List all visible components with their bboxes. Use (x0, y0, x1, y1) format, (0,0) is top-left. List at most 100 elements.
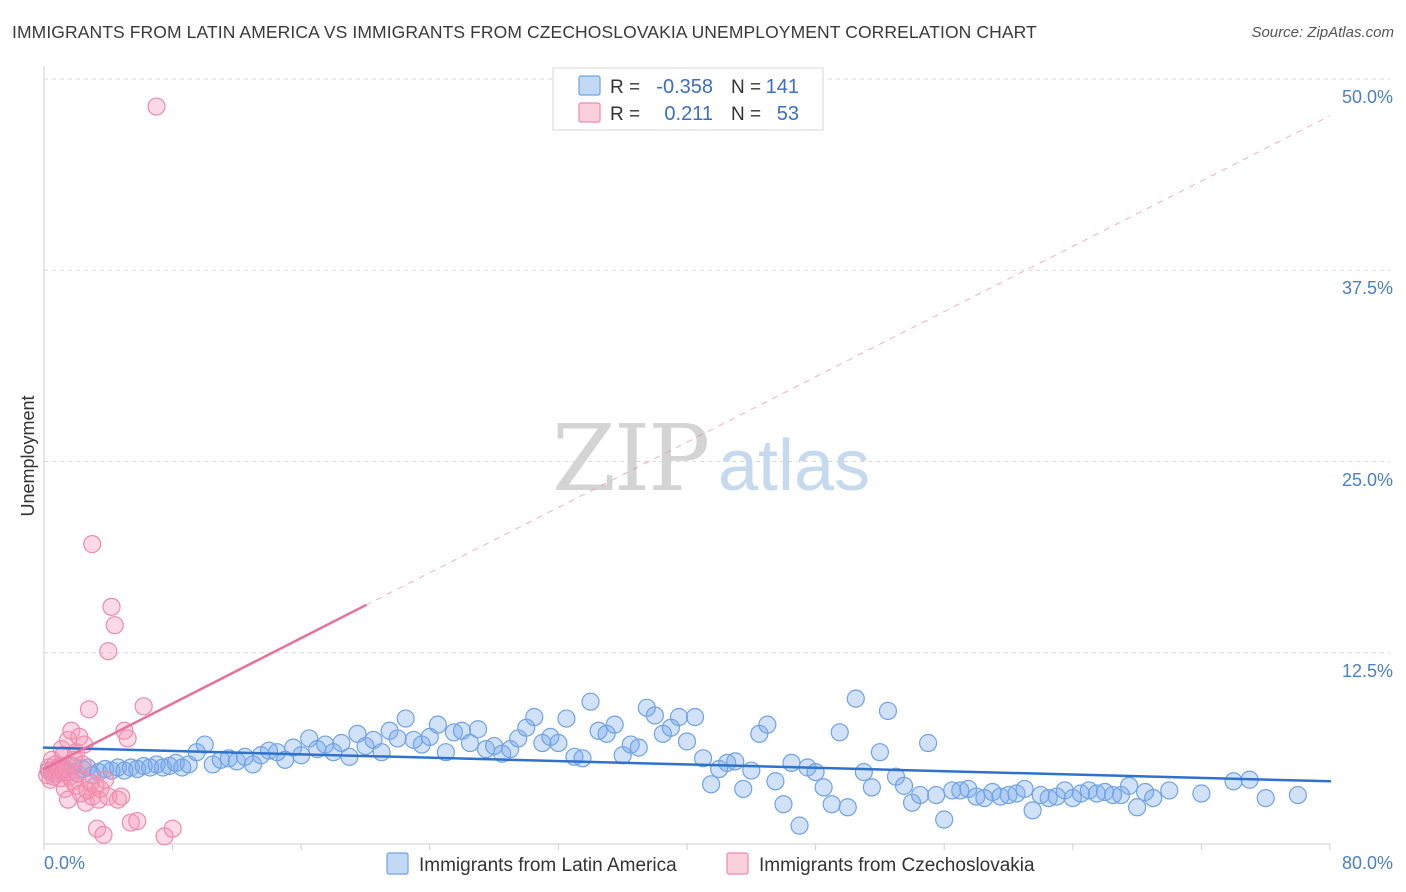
latin-america-point-150 (1288, 785, 1307, 805)
grid-lines (44, 78, 1390, 654)
latin-america-point-128 (1015, 779, 1034, 799)
latin-america-point-110 (870, 743, 890, 762)
legend-swatch-pink (578, 102, 601, 123)
latin-america-point-111 (878, 701, 898, 720)
czechoslovakia-point-31 (79, 700, 99, 719)
latin-america-point-80 (629, 738, 648, 757)
czechoslovakia-point-32 (81, 773, 100, 792)
latin-america-point-100 (790, 816, 809, 835)
legend-r-label-blue: R = (610, 77, 640, 98)
latin-america-point-60 (468, 720, 488, 739)
legend-box (552, 67, 824, 131)
series-czechoslovakia-points (38, 97, 182, 846)
y-tick-label-12-5: 12.5% (1342, 661, 1393, 681)
latin-america-point-82 (645, 706, 664, 725)
x-tick-label-max: 80.0% (1342, 853, 1393, 873)
chart-title: IMMIGRANTS FROM LATIN AMERICA VS IMMIGRA… (12, 22, 1037, 42)
czechoslovakia-point-44 (105, 616, 124, 635)
latin-america-point-89 (702, 775, 721, 794)
czechoslovakia-point-50 (128, 811, 147, 831)
latin-america-point-142 (1127, 798, 1147, 817)
czechoslovakia-point-40 (95, 770, 115, 789)
latin-america-trend-line (42, 746, 1332, 783)
latin-america-point-129 (1023, 801, 1042, 820)
bottom-legend-label-latin-america: Immigrants from Latin America (419, 855, 677, 876)
legend: R = -0.358 N = 141 R = 0.211 N = 53 (552, 67, 824, 131)
legend-n-value-pink: 53 (777, 103, 799, 125)
czechoslovakia-point-35 (86, 776, 105, 795)
latin-america-point-51 (396, 709, 415, 728)
latin-america-point-74 (581, 692, 600, 711)
czechoslovakia-point-42 (99, 642, 118, 661)
bottom-legend-swatch-blue (386, 852, 409, 875)
latin-america-point-146 (1192, 784, 1211, 803)
czechoslovakia-point-48 (118, 729, 137, 748)
latin-america-point-67 (525, 707, 544, 727)
y-tick-label-37-5: 37.5% (1342, 278, 1393, 298)
latin-america-point-93 (734, 779, 753, 799)
y-tick-label-50: 50.0% (1342, 87, 1393, 107)
latin-america-point-116 (919, 733, 938, 753)
legend-n-label-blue: N = (731, 77, 761, 98)
latin-america-point-115 (910, 785, 930, 805)
latin-america-point-145 (1160, 781, 1179, 800)
latin-america-point-104 (822, 795, 841, 814)
latin-america-point-106 (838, 798, 857, 817)
bottom-legend: Immigrants from Latin America Immigrants… (386, 852, 1035, 876)
czechoslovakia-point-27 (73, 755, 92, 774)
latin-america-point-141 (1119, 776, 1139, 795)
latin-america-point-56 (436, 743, 455, 762)
chart-source: Source: ZipAtlas.com (1251, 24, 1394, 41)
latin-america-point-86 (677, 732, 697, 751)
y-axis-label: Unemployment (18, 395, 38, 516)
legend-swatch-blue (578, 75, 601, 96)
latin-america-point-107 (846, 689, 865, 708)
czechoslovakia-point-51 (134, 697, 153, 716)
legend-r-value-pink: 0.211 (664, 103, 713, 125)
czechoslovakia-point-24 (68, 764, 87, 783)
latin-america-point-92 (726, 752, 745, 771)
watermark-atlas: atlas (718, 426, 870, 506)
latin-america-point-87 (685, 707, 705, 727)
latin-america-point-88 (693, 749, 713, 768)
czechoslovakia-trend-extension (365, 115, 1331, 606)
czechoslovakia-point-46 (112, 787, 131, 806)
latin-america-point-98 (774, 795, 793, 814)
czechoslovakia-point-43 (102, 597, 121, 616)
latin-america-point-70 (549, 733, 568, 753)
latin-america-point-43 (332, 733, 351, 753)
latin-america-point-50 (388, 729, 407, 748)
latin-america-point-97 (766, 772, 785, 791)
czechoslovakia-point-54 (147, 97, 166, 116)
trend-lines (42, 115, 1332, 783)
latin-america-point-144 (1144, 788, 1163, 808)
czechoslovakia-point-39 (94, 825, 113, 844)
czechoslovakia-point-49 (121, 813, 140, 832)
latin-america-point-73 (573, 749, 592, 768)
czechoslovakia-trend-line (42, 604, 367, 771)
czechoslovakia-point-45 (108, 790, 128, 809)
latin-america-point-71 (557, 709, 576, 728)
latin-america-point-96 (758, 715, 777, 734)
latin-america-point-99 (782, 753, 801, 773)
watermark-zip: ZIP (552, 405, 708, 512)
latin-america-point-109 (862, 778, 881, 797)
bottom-legend-label-czechoslovakia: Immigrants from Czechoslovakia (759, 855, 1035, 876)
watermark: ZIP atlas (552, 405, 870, 512)
x-tick-label-min: 0.0% (44, 853, 85, 873)
latin-america-point-105 (830, 723, 849, 742)
latin-america-point-118 (935, 810, 954, 829)
latin-america-point-77 (605, 715, 624, 734)
latin-america-point-149 (1256, 788, 1275, 808)
y-tick-label-25: 25.0% (1342, 470, 1393, 490)
y-tick-labels: 12.5% 25.0% 37.5% 50.0% (1342, 87, 1393, 681)
latin-america-point-102 (806, 762, 825, 782)
legend-n-value-blue: 141 (766, 76, 799, 98)
x-ticks (43, 844, 1331, 850)
latin-america-point-117 (927, 785, 946, 805)
series-latin-america-points (39, 689, 1307, 835)
latin-america-point-147 (1224, 772, 1243, 791)
legend-n-label-pink: N = (731, 104, 761, 125)
bottom-legend-swatch-pink (726, 852, 749, 875)
